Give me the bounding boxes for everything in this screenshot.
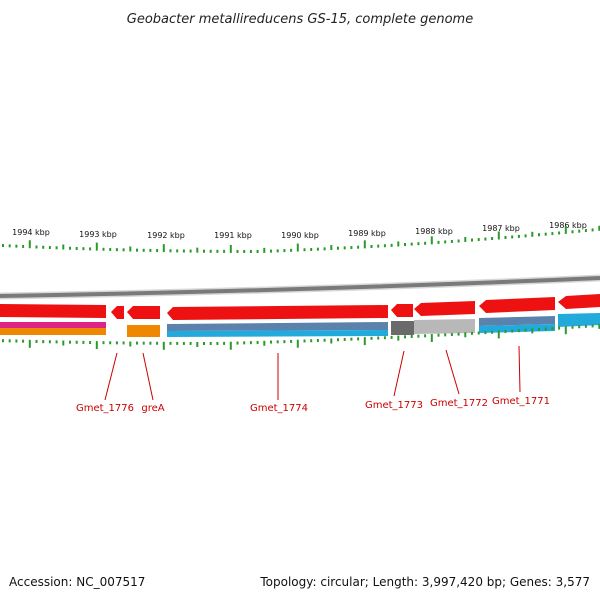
gene-feature[interactable] (111, 306, 124, 319)
kbp-label: 1993 kbp (79, 230, 117, 239)
gene-label[interactable]: Gmet_1774 (250, 403, 308, 414)
genome-summary: Topology: circular; Length: 3,997,420 bp… (259, 575, 590, 589)
gene-feature[interactable] (0, 304, 106, 318)
gene-label[interactable]: Gmet_1771 (492, 396, 550, 407)
kbp-label: 1990 kbp (281, 231, 319, 240)
cds-feature[interactable] (127, 325, 160, 337)
gene-feature[interactable] (414, 301, 475, 316)
kbp-scale-labels: 1994 kbp 1993 kbp 1992 kbp 1991 kbp 1990… (12, 221, 587, 240)
gene-label-connector (393, 350, 405, 397)
gene-label[interactable]: Gmet_1773 (365, 400, 423, 411)
forward-strand-genes (0, 294, 600, 320)
kbp-label: 1986 kbp (549, 221, 587, 230)
gene-label-connectors (104, 345, 521, 401)
gene-label[interactable]: greA (141, 403, 164, 414)
upper-ruler-ticks (2, 225, 600, 253)
gene-feature[interactable] (167, 305, 388, 320)
gene-feature[interactable] (479, 297, 555, 313)
gene-label-connector (142, 352, 154, 401)
sequence-backbone-core (0, 276, 600, 298)
map-title: Geobacter metallireducens GS-15, complet… (127, 12, 473, 27)
cds-feature[interactable] (0, 328, 106, 335)
gene-feature[interactable] (127, 306, 160, 319)
cds-feature[interactable] (558, 313, 600, 327)
gene-label[interactable]: Gmet_1776 (76, 403, 134, 414)
gene-feature[interactable] (391, 304, 413, 317)
gene-label-connector (104, 352, 118, 401)
kbp-label: 1991 kbp (214, 231, 252, 240)
cds-feature[interactable] (0, 322, 106, 328)
kbp-label: 1994 kbp (12, 228, 50, 237)
cds-feature[interactable] (391, 321, 414, 335)
kbp-label: 1992 kbp (147, 231, 185, 240)
cds-feature[interactable] (414, 319, 475, 334)
kbp-label: 1988 kbp (415, 227, 453, 236)
kbp-label: 1989 kbp (348, 229, 386, 238)
cds-feature[interactable] (479, 316, 555, 326)
cds-feature[interactable] (167, 322, 388, 331)
gene-feature[interactable] (558, 294, 600, 309)
gene-labels: Gmet_1776 greA Gmet_1774 Gmet_1773 Gmet_… (76, 396, 550, 414)
gene-label-connector (518, 345, 521, 393)
kbp-label: 1987 kbp (482, 224, 520, 233)
accession-label: Accession: NC_007517 (9, 575, 145, 589)
lower-ruler-ticks (2, 323, 600, 350)
gene-label[interactable]: Gmet_1772 (430, 398, 488, 409)
gene-label-connector (445, 349, 460, 395)
cds-feature[interactable] (167, 330, 388, 337)
